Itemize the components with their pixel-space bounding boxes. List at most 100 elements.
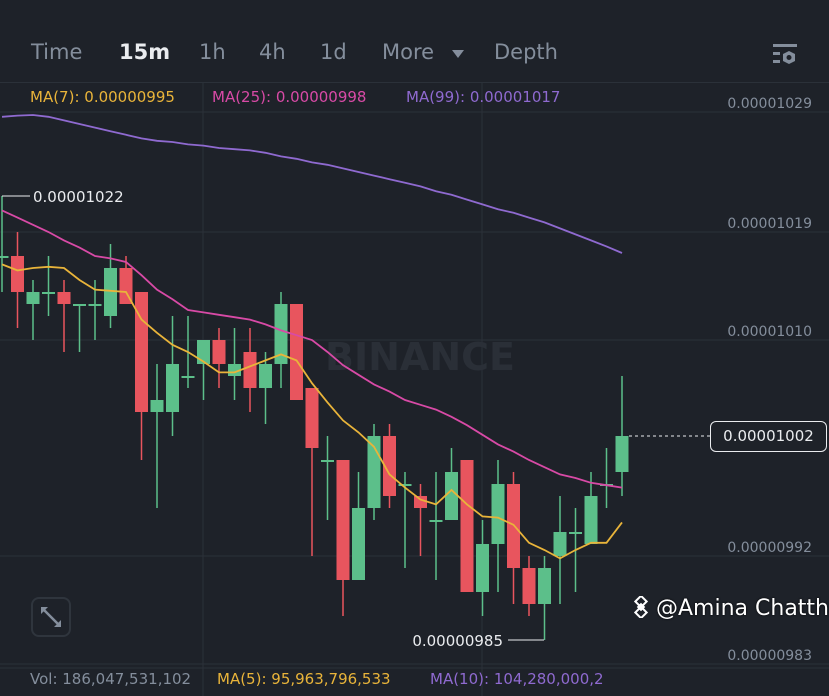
candle-body xyxy=(181,376,195,378)
candle-up xyxy=(476,520,489,616)
candle-down xyxy=(243,328,257,412)
expand-icon xyxy=(41,607,61,627)
candle-up xyxy=(104,244,117,328)
candle-body xyxy=(150,400,164,412)
candle-up xyxy=(584,472,598,544)
ma7-line xyxy=(1,263,623,560)
volume-ma10: MA(10): 104,280,000,2 xyxy=(430,670,604,688)
binance-logo-icon xyxy=(633,596,649,618)
candle-up xyxy=(491,460,505,592)
candle-down xyxy=(460,460,474,592)
tab-1h[interactable]: 1h xyxy=(199,40,226,64)
candle-body xyxy=(429,520,443,522)
credit-overlay: @Amina Chattha xyxy=(630,596,829,621)
candle-body xyxy=(104,268,117,316)
candle-body xyxy=(321,460,334,462)
candle-body xyxy=(88,304,102,306)
candle-up xyxy=(600,448,613,508)
candle-body xyxy=(445,472,458,520)
candle-up xyxy=(197,340,210,400)
binance-watermark: BINANCE xyxy=(325,335,515,379)
candle-body xyxy=(569,532,582,534)
high-marker-label: 0.00001022 xyxy=(33,188,124,206)
candle-body xyxy=(460,460,474,592)
tab-1d[interactable]: 1d xyxy=(320,40,347,64)
tab-4h[interactable]: 4h xyxy=(259,40,286,64)
price-axis: 0.00001029 0.00001019 0.00001010 0.00000992… xyxy=(727,96,812,664)
volume-value: Vol: 186,047,531,102 xyxy=(30,670,192,688)
header-divider xyxy=(0,82,829,83)
low-marker-label: 0.00000985 xyxy=(412,632,503,650)
candle-body xyxy=(476,544,489,592)
candle-up xyxy=(228,328,241,400)
tab-depth[interactable]: Depth xyxy=(494,40,558,64)
extreme-markers: 0.00001022 0.00000985 xyxy=(2,188,710,650)
candle-up xyxy=(42,256,55,316)
candle-up xyxy=(367,424,381,520)
candle-body xyxy=(336,460,350,580)
price-tick-label: 0.00001019 xyxy=(727,216,812,232)
candle-down xyxy=(522,556,536,616)
candle-up xyxy=(445,448,458,520)
ma-lines xyxy=(1,114,623,560)
candle-up xyxy=(166,316,179,436)
candle-up xyxy=(150,364,164,508)
candle-up xyxy=(259,352,272,424)
candle-up xyxy=(398,472,412,568)
candle-body xyxy=(615,436,629,472)
current-price-label: 0.00001002 xyxy=(710,421,827,452)
tab-more[interactable]: More xyxy=(382,40,435,64)
candle-body xyxy=(491,484,505,544)
candle-body xyxy=(57,292,71,304)
ma25-legend: MA(25): 0.00000998 xyxy=(212,88,367,106)
tab-15m[interactable]: 15m xyxy=(119,40,171,64)
candle-body xyxy=(383,436,396,496)
candle-up xyxy=(538,556,551,640)
chart-settings-icon[interactable] xyxy=(772,42,798,68)
candle-up xyxy=(0,196,9,292)
ma99-line xyxy=(1,114,623,254)
ma25-line xyxy=(1,209,623,489)
candle-up xyxy=(26,280,40,340)
candle-up xyxy=(274,292,288,388)
candle-down xyxy=(11,232,24,328)
candle-body xyxy=(414,496,427,508)
credit-text: @Amina Chattha xyxy=(656,596,829,621)
candle-body xyxy=(352,508,365,580)
fullscreen-button[interactable] xyxy=(31,597,71,637)
candle-down xyxy=(57,280,71,352)
price-tick-label: 0.00001010 xyxy=(727,324,812,340)
ma7-legend: MA(7): 0.00000995 xyxy=(30,88,175,106)
tab-time[interactable]: Time xyxy=(31,40,83,64)
candle-body xyxy=(11,256,24,292)
candle-down xyxy=(119,256,133,304)
candle-body xyxy=(243,352,257,388)
candle-down xyxy=(305,388,319,556)
candle-down xyxy=(507,472,520,604)
candle-body xyxy=(73,304,86,306)
candle-body xyxy=(290,304,303,400)
candle-body xyxy=(212,340,226,364)
candle-body xyxy=(553,532,567,556)
candle-down xyxy=(212,328,226,388)
caret-down-icon[interactable] xyxy=(452,50,464,58)
candle-down xyxy=(290,304,303,400)
interval-tabs: Time 15m 1h 4h 1d More Depth xyxy=(0,36,829,76)
candle-body xyxy=(398,484,412,486)
candle-body xyxy=(166,364,179,412)
candle-body xyxy=(584,496,598,544)
candle-body xyxy=(26,292,40,304)
candle-body xyxy=(197,340,210,364)
candle-body xyxy=(522,568,536,604)
candle-up xyxy=(429,472,443,580)
candles xyxy=(0,196,629,640)
candle-up xyxy=(321,436,334,520)
candle-up xyxy=(73,304,86,352)
candle-body xyxy=(42,292,55,294)
candle-body xyxy=(538,568,551,604)
candle-body xyxy=(259,364,272,388)
candle-up xyxy=(352,472,365,580)
candle-body xyxy=(305,388,319,448)
price-tick-label: 0.00000992 xyxy=(727,540,812,556)
